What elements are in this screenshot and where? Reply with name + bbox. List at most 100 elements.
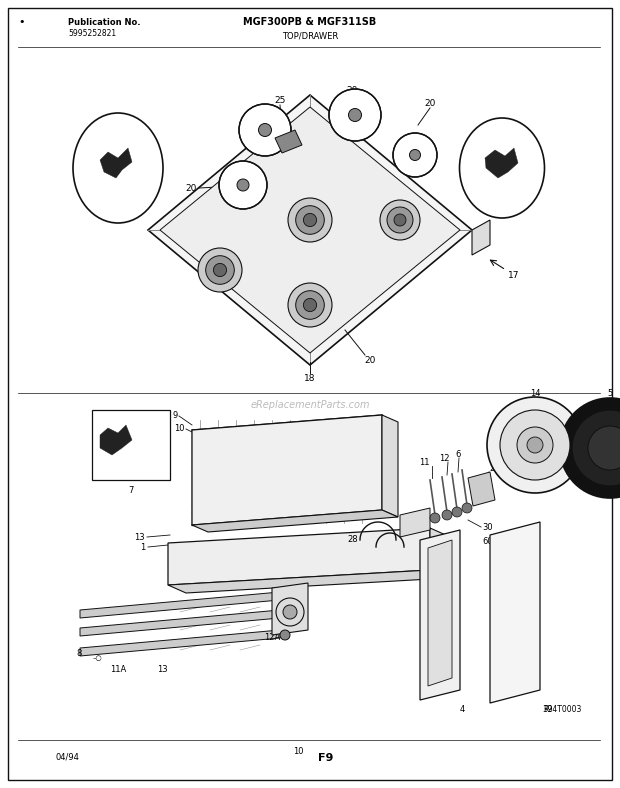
Text: 20: 20 [185,184,197,192]
Text: 13: 13 [157,666,167,675]
Circle shape [430,513,440,523]
Circle shape [462,503,472,513]
Circle shape [219,161,267,209]
Polygon shape [192,510,398,532]
Circle shape [303,299,317,311]
Text: 1: 1 [140,544,145,552]
Polygon shape [468,472,495,506]
Polygon shape [400,508,430,537]
Text: 8: 8 [77,649,82,659]
Polygon shape [80,592,280,618]
Text: 28: 28 [347,536,358,545]
Circle shape [213,263,226,277]
Polygon shape [148,95,472,365]
Polygon shape [472,220,490,255]
Ellipse shape [459,118,544,218]
Text: 20: 20 [424,98,436,107]
Text: 6: 6 [455,449,461,459]
Polygon shape [430,528,448,578]
Text: 20: 20 [347,86,358,95]
Polygon shape [100,425,132,455]
Circle shape [276,598,304,626]
Circle shape [239,104,291,156]
Circle shape [260,125,270,135]
Polygon shape [272,583,308,635]
Polygon shape [80,610,280,636]
Text: 11: 11 [418,458,429,466]
Text: –○: –○ [93,655,103,661]
Text: 10: 10 [293,748,303,756]
Circle shape [288,198,332,242]
Circle shape [348,109,361,121]
Circle shape [560,398,620,498]
Polygon shape [382,415,398,517]
Text: Publication No.: Publication No. [68,17,141,27]
Text: 29: 29 [386,503,397,511]
Circle shape [239,180,247,189]
Text: MGF300PB & MGF311SB: MGF300PB & MGF311SB [244,17,376,27]
Polygon shape [168,528,430,585]
Polygon shape [80,630,280,656]
Text: 18: 18 [304,374,316,382]
Circle shape [288,283,332,327]
Polygon shape [160,107,460,353]
Text: P24T0003: P24T0003 [544,705,582,715]
Circle shape [259,124,272,136]
Circle shape [411,151,419,159]
Circle shape [280,630,290,640]
Text: 14: 14 [529,388,540,397]
Circle shape [296,291,324,319]
Text: F9: F9 [318,753,334,763]
Text: 04/94: 04/94 [55,753,79,761]
Text: 60: 60 [482,537,493,547]
Circle shape [527,437,543,453]
Text: 12: 12 [439,454,450,463]
Bar [92,410,170,480]
Circle shape [198,248,242,292]
Circle shape [572,410,620,486]
Text: 13: 13 [135,533,145,542]
Circle shape [303,214,317,227]
Circle shape [296,206,324,234]
Circle shape [442,510,452,520]
Polygon shape [275,130,302,153]
Circle shape [393,133,437,177]
Text: 5: 5 [608,388,613,397]
Ellipse shape [73,113,163,223]
Text: 39: 39 [542,705,553,715]
Text: •: • [18,17,25,27]
Text: 18A: 18A [97,143,117,153]
Text: 16: 16 [509,143,521,153]
Text: 5995252821: 5995252821 [68,28,116,38]
Text: 9: 9 [173,411,178,419]
Circle shape [283,605,297,619]
Circle shape [387,207,413,233]
Circle shape [206,255,234,284]
Circle shape [350,110,360,120]
Polygon shape [490,522,540,703]
Text: 2: 2 [489,463,495,473]
Text: 11A: 11A [110,666,126,675]
Text: 10: 10 [174,423,185,433]
Circle shape [517,427,553,463]
Text: 4: 4 [459,705,464,715]
Text: eReplacementParts.com: eReplacementParts.com [250,400,370,410]
Polygon shape [485,148,518,178]
Text: TOP/DRAWER: TOP/DRAWER [282,32,338,40]
Polygon shape [100,148,132,178]
Circle shape [329,89,381,141]
Text: 20: 20 [365,355,376,365]
Circle shape [394,214,406,226]
Polygon shape [192,415,382,525]
Polygon shape [420,530,460,700]
Circle shape [380,200,420,240]
Circle shape [487,397,583,493]
Circle shape [409,150,420,161]
Circle shape [237,179,249,191]
Text: 30: 30 [482,523,493,533]
Circle shape [452,507,462,517]
Text: 25: 25 [274,95,286,105]
Circle shape [500,410,570,480]
Polygon shape [428,540,452,686]
Text: 17: 17 [508,270,520,280]
